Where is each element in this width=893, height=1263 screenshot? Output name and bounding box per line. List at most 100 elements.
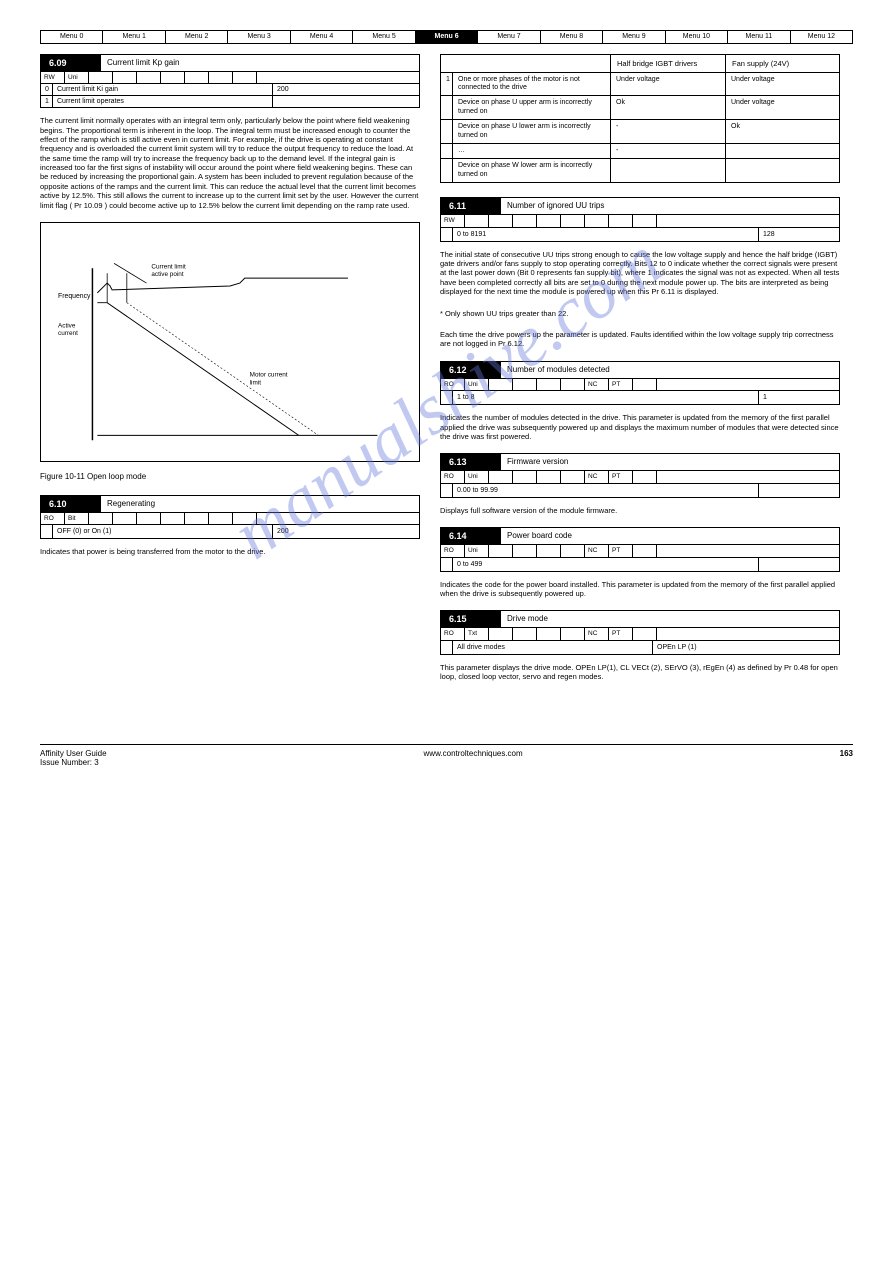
param-615-desc: This parameter displays the drive mode. … — [440, 663, 840, 682]
tab-7[interactable]: Menu 7 — [478, 31, 540, 43]
param-609-desc: The current limit normally operates with… — [40, 116, 420, 210]
param-613: 6.13 Firmware version RO Uni NC PT 0.00 … — [440, 453, 840, 497]
param-id: 6.14 — [441, 528, 501, 544]
param-612-desc: Indicates the number of modules detected… — [440, 413, 840, 441]
tab-3[interactable]: Menu 3 — [228, 31, 290, 43]
svg-text:Frequency: Frequency — [58, 293, 91, 300]
param-609: 6.09 Current limit Kp gain RW Uni 0 Curr… — [40, 54, 420, 108]
param-id: 6.13 — [441, 454, 501, 470]
range: All drive modes — [453, 641, 653, 654]
default: 128 — [759, 228, 839, 241]
nt-c3: Under voltage — [726, 73, 839, 96]
nt-header-1: Half bridge IGBT drivers — [611, 55, 726, 72]
param-610-desc: Indicates that power is being transferre… — [40, 547, 420, 556]
spec-pt: PT — [609, 628, 633, 639]
opt-num: 1 — [41, 96, 53, 107]
param-id: 6.10 — [41, 496, 101, 512]
default: OPEn LP (1) — [653, 641, 839, 654]
param-614: 6.14 Power board code RO Uni NC PT 0 to … — [440, 527, 840, 571]
tab-8[interactable]: Menu 8 — [541, 31, 603, 43]
spec-ro: RO — [441, 379, 465, 390]
footer-page: 163 — [840, 749, 853, 767]
chart-svg: Frequency Current limit active point Act… — [47, 229, 413, 455]
spec-pt: PT — [609, 545, 633, 556]
nt-c1: Device on phase W lower arm is incorrect… — [453, 159, 611, 182]
range: 0 to 499 — [453, 558, 759, 571]
svg-text:Motor current: Motor current — [250, 371, 288, 378]
spec-nc: NC — [585, 379, 609, 390]
range: 1 to 8 — [453, 391, 759, 404]
spec-ro: RO — [41, 513, 65, 524]
nt-c1: One or more phases of the motor is not c… — [453, 73, 611, 96]
param-610: 6.10 Regenerating RO Bit OFF (0) or On (… — [40, 495, 420, 539]
tab-0[interactable]: Menu 0 — [41, 31, 103, 43]
param-615: 6.15 Drive mode RO Txt NC PT All drive m… — [440, 610, 840, 654]
range: 0.00 to 99.99 — [453, 484, 759, 497]
spec-ro: RO — [441, 545, 465, 556]
param-title: Drive mode — [501, 611, 839, 627]
body-right: 200 — [273, 525, 419, 538]
notes-table: Half bridge IGBT drivers Fan supply (24V… — [440, 54, 840, 184]
param-id: 6.09 — [41, 55, 101, 71]
svg-text:limit: limit — [250, 379, 262, 386]
param-title: Regenerating — [101, 496, 419, 512]
nt-c1: Device on phase U upper arm is incorrect… — [453, 96, 611, 119]
spec-pt: PT — [609, 471, 633, 482]
spec-uni: Uni — [465, 379, 489, 390]
svg-text:Active: Active — [58, 322, 76, 329]
opt-num: 0 — [41, 84, 53, 95]
chart-caption: Figure 10-11 Open loop mode — [40, 472, 420, 481]
spec-nc: NC — [585, 471, 609, 482]
spec-nc: NC — [585, 628, 609, 639]
nt-c2: - — [611, 144, 726, 158]
tab-5[interactable]: Menu 5 — [353, 31, 415, 43]
tab-12[interactable]: Menu 12 — [791, 31, 852, 43]
param-title: Current limit Kp gain — [101, 55, 419, 71]
svg-text:Current limit: Current limit — [151, 263, 186, 270]
nt-c3: Ok — [726, 120, 839, 143]
param-612: 6.12 Number of modules detected RO Uni N… — [440, 361, 840, 405]
param-id: 6.15 — [441, 611, 501, 627]
footer-center: www.controltechniques.com — [424, 749, 523, 767]
page-footer: Affinity User Guide Issue Number: 3 www.… — [40, 744, 853, 767]
spec-uni: Txt — [465, 628, 489, 639]
tab-6-active[interactable]: Menu 6 — [416, 31, 478, 43]
tab-1[interactable]: Menu 1 — [103, 31, 165, 43]
footer-issue: Issue Number: 3 — [40, 758, 107, 767]
opt-label: Current limit Ki gain — [53, 84, 273, 95]
tab-2[interactable]: Menu 2 — [166, 31, 228, 43]
tab-11[interactable]: Menu 11 — [728, 31, 790, 43]
body-label: OFF (0) or On (1) — [53, 525, 273, 538]
param-id: 6.11 — [441, 198, 501, 214]
spec-pt: PT — [609, 379, 633, 390]
chart-figure: Frequency Current limit active point Act… — [40, 222, 420, 462]
range: 0 to 8191 — [453, 228, 759, 241]
param-611-note2: Each time the drive powers up the parame… — [440, 330, 840, 349]
spec-nc: NC — [585, 545, 609, 556]
param-title: Firmware version — [501, 454, 839, 470]
default: 1 — [759, 391, 839, 404]
footer-left: Affinity User Guide — [40, 749, 107, 758]
nt-c1: Device on phase U lower arm is incorrect… — [453, 120, 611, 143]
nt-c2: Under voltage — [611, 73, 726, 96]
nt-c3: Under voltage — [726, 96, 839, 119]
spec-uni: Uni — [465, 471, 489, 482]
param-title: Power board code — [501, 528, 839, 544]
param-611-desc: The initial state of consecutive UU trip… — [440, 250, 840, 297]
nt-rowlabel: 1 — [441, 73, 453, 96]
spec-bit: Bit — [65, 513, 89, 524]
spec-ro: RW — [41, 72, 65, 83]
svg-text:current: current — [58, 330, 78, 337]
tab-9[interactable]: Menu 9 — [603, 31, 665, 43]
spec-ro: RO — [441, 471, 465, 482]
tab-10[interactable]: Menu 10 — [666, 31, 728, 43]
param-title: Number of ignored UU trips — [501, 198, 839, 214]
spec-ro: RW — [441, 215, 465, 226]
nt-c1: … — [453, 144, 611, 158]
tab-4[interactable]: Menu 4 — [291, 31, 353, 43]
opt-label: Current limit operates — [53, 96, 273, 107]
opt-right: 200 — [273, 84, 419, 95]
param-611-note: * Only shown UU trips greater than 22. — [440, 309, 840, 318]
param-614-desc: Indicates the code for the power board i… — [440, 580, 840, 599]
nt-c2: - — [611, 120, 726, 143]
